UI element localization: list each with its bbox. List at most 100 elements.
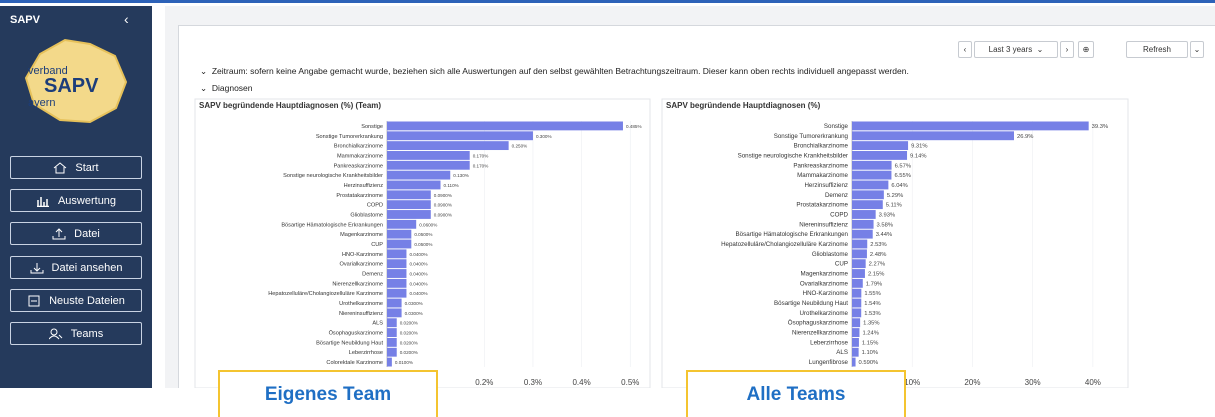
category-label: Bronchialkarzinome	[334, 144, 383, 150]
bar	[852, 210, 876, 219]
x-tick-label: 40%	[1085, 378, 1101, 387]
category-label: Bösartige Neubildung Haut	[774, 300, 848, 307]
bar	[387, 298, 402, 308]
bar	[852, 121, 1089, 131]
value-label: 3.44%	[876, 232, 892, 238]
bar	[387, 121, 623, 131]
collapse-button[interactable]: ‹	[124, 11, 129, 27]
logo: verband SAPV ayern	[24, 38, 128, 124]
category-label: COPD	[830, 211, 848, 218]
bar	[852, 190, 884, 200]
value-label: 0.0400%	[409, 291, 427, 296]
bar	[852, 308, 862, 318]
nav-datei-ansehen[interactable]: Datei ansehen	[10, 256, 142, 279]
value-label: 0.0100%	[395, 360, 413, 365]
category-label: Bronchialkarzinome	[794, 143, 849, 150]
icon	[30, 262, 44, 273]
bar	[852, 318, 861, 328]
section-header[interactable]: ⌄ Zeitraum: sofern keine Angabe gemacht …	[200, 66, 909, 76]
category-label: Sonstige	[824, 123, 849, 130]
value-label: 0.0900%	[434, 193, 452, 198]
category-label: Prostatakarzinome	[336, 193, 383, 199]
bar	[852, 219, 874, 229]
value-label: 0.0400%	[409, 281, 427, 286]
brand: SAPV	[10, 14, 40, 26]
value-label: 2.27%	[869, 262, 885, 268]
bar	[387, 278, 407, 288]
category-label: Bösartige Hämatologische Erkrankungen	[281, 222, 383, 228]
next-button[interactable]: ›	[1060, 41, 1074, 58]
value-label: 1.55%	[864, 291, 880, 297]
value-label: 2.15%	[868, 272, 884, 278]
range-picker[interactable]: Last 3 years ⌄	[974, 41, 1058, 58]
nav-neuste-dateien[interactable]: Neuste Dateien	[10, 289, 142, 312]
bar	[852, 229, 873, 239]
category-label: Hepatozelluläre/Cholangiozelluläre Karzi…	[721, 241, 848, 248]
value-label: 0.0300%	[405, 301, 423, 306]
category-label: Urothelkarzinome	[339, 301, 383, 307]
category-label: Demenz	[825, 192, 848, 199]
category-label: ALS	[372, 321, 383, 327]
value-label: 0.0400%	[409, 252, 427, 257]
category-label: Leberzirrhose	[810, 339, 848, 346]
x-tick-label: 0.2%	[475, 378, 493, 387]
bar	[387, 318, 397, 328]
prev-button[interactable]: ‹	[958, 41, 972, 58]
value-label: 0.0900%	[434, 212, 452, 217]
callout: Alle Teams	[686, 370, 906, 417]
nav-datei[interactable]: Datei	[10, 222, 142, 245]
value-label: 0.0200%	[400, 321, 418, 326]
category-label: Sonstige	[361, 124, 383, 130]
category-label: Pankreaskarzinome	[334, 163, 383, 169]
category-label: Ovarialkarzinome	[339, 262, 383, 268]
value-label: 1.79%	[866, 281, 882, 287]
bar	[852, 160, 892, 170]
bar	[852, 328, 860, 337]
bar	[387, 259, 407, 269]
value-label: 6.04%	[891, 183, 907, 189]
category-label: Magenkarzinome	[340, 232, 383, 238]
refresh-button[interactable]: Refresh	[1126, 41, 1188, 58]
category-label: HNO-Karzinome	[803, 290, 849, 297]
bar	[852, 269, 865, 278]
bar	[852, 288, 862, 298]
value-label: 1.24%	[862, 331, 878, 337]
category-label: Sonstige Tumorerkrankung	[774, 133, 849, 140]
bar	[387, 328, 397, 337]
category-label: Nierenzellkarzinome	[332, 281, 383, 287]
category-label: Mammakarzinome	[337, 153, 383, 159]
category-label: Herzinsuffizienz	[804, 182, 848, 189]
category-label: Prostatakarzinome	[796, 202, 848, 209]
value-label: 0.0400%	[409, 272, 427, 277]
bar	[852, 249, 867, 259]
category-label: Urothelkarzinome	[800, 310, 849, 317]
bar	[387, 170, 451, 180]
bar	[387, 160, 470, 170]
nav-teams[interactable]: Teams	[10, 322, 142, 345]
nav-auswertung[interactable]: Auswertung	[10, 189, 142, 212]
bar	[852, 357, 856, 367]
category-label: Sonstige neurologische Krankheitsbilder	[738, 152, 848, 159]
bar	[852, 259, 866, 269]
bar	[387, 269, 407, 278]
value-label: 2.53%	[870, 242, 886, 248]
nav-label: Neuste Dateien	[49, 294, 125, 307]
value-label: 3.58%	[877, 222, 893, 228]
bar	[387, 200, 431, 210]
nav-label: Teams	[70, 327, 104, 340]
nav-start[interactable]: Start	[10, 156, 142, 179]
value-label: 0.0300%	[405, 311, 423, 316]
refresh-menu[interactable]: ⌄	[1190, 41, 1204, 58]
value-label: 6.57%	[895, 163, 911, 169]
bar	[387, 308, 402, 318]
value-label: 0.485%	[626, 124, 642, 129]
category-label: Lungenfibrose	[809, 359, 849, 366]
category-label: Nierenzellkarzinome	[792, 330, 849, 337]
category-label: HNO-Karzinome	[342, 252, 383, 258]
value-label: 5.11%	[886, 203, 902, 209]
section-header[interactable]: ⌄ Diagnosen	[200, 83, 253, 93]
x-tick-label: 0.4%	[572, 378, 590, 387]
value-label: 0.170%	[473, 153, 489, 158]
bottom-strip	[0, 388, 1215, 417]
zoom-button[interactable]: ⊕	[1078, 41, 1094, 58]
